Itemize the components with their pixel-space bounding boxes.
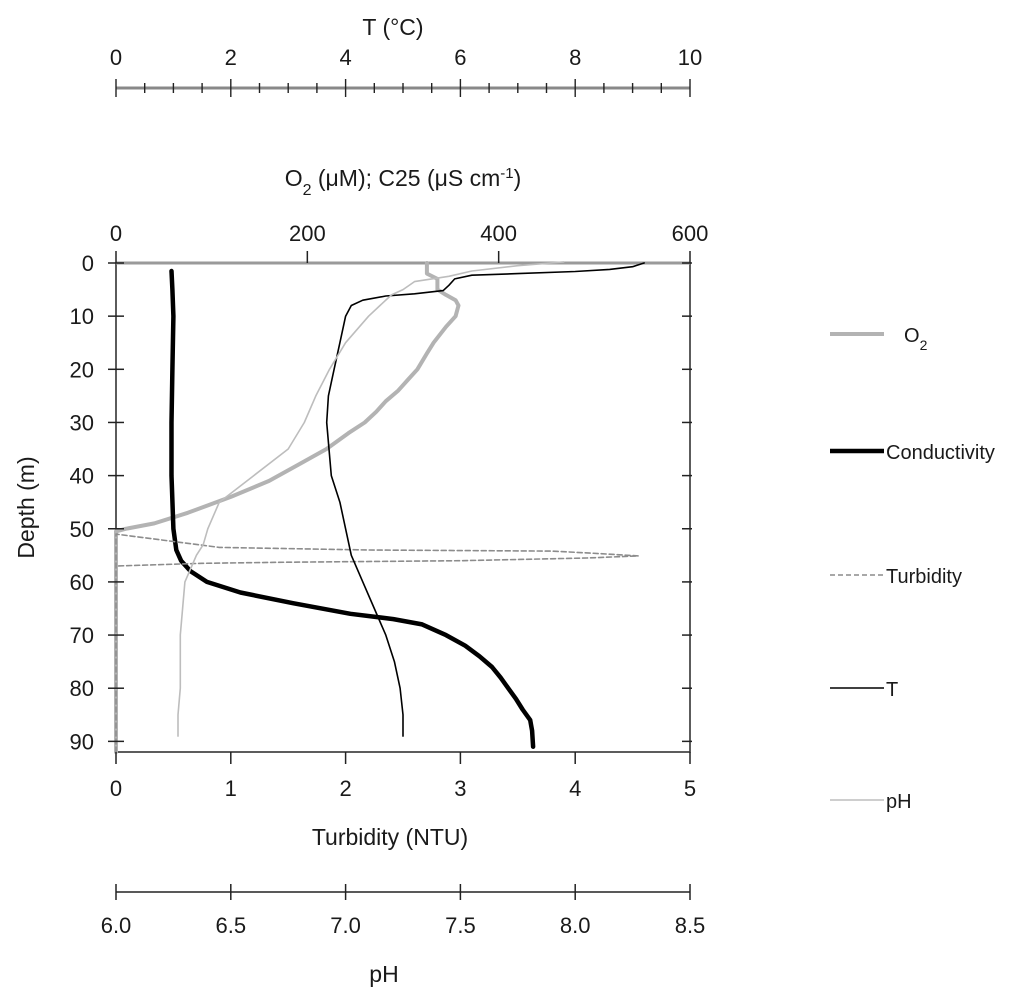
o2-axis-title-part: (μM); C25 (μS cm (311, 165, 500, 191)
depth-tick-label: 0 (82, 251, 94, 276)
legend-label-part: O (904, 325, 920, 347)
depth-axis-title: Depth (m) (13, 456, 39, 558)
o2-axis-title: O2 (μM); C25 (μS cm-1) (285, 165, 522, 199)
turbidity-tick-label: 0 (110, 776, 122, 801)
data-series (114, 261, 645, 754)
temperature-tick-label: 2 (225, 45, 237, 70)
depth-tick-label: 90 (70, 729, 94, 754)
turbidity-tick-label: 2 (339, 776, 351, 801)
turbidity-tick-label: 4 (569, 776, 581, 801)
series-line-ph (177, 261, 565, 737)
legend: O2 Conductivity Turbidity TpH (830, 325, 995, 813)
o2-axis-title-part: 2 (303, 182, 312, 199)
legend-label-conductivity: Conductivity (886, 442, 995, 464)
temperature-tick-label: 8 (569, 45, 581, 70)
depth-tick-label: 10 (70, 304, 94, 329)
depth-tick-label: 70 (70, 623, 94, 648)
o2-tick-label: 0 (110, 221, 122, 246)
depth-tick-label: 50 (70, 517, 94, 542)
turbidity-tick-label: 3 (454, 776, 466, 801)
ph-tick-label: 6.0 (101, 913, 132, 938)
legend-label-turbidity: Turbidity (886, 566, 962, 588)
ph-tick-label: 7.5 (445, 913, 476, 938)
series-line-o2 (114, 261, 461, 754)
o2-tick-label: 600 (672, 221, 709, 246)
depth-tick-label: 40 (70, 464, 94, 489)
legend-label-part: pH (886, 791, 912, 813)
depth-tick-label: 80 (70, 676, 94, 701)
o2-axis-title-part: O (285, 165, 303, 191)
plot-area (115, 261, 691, 753)
ph-tick-label: 8.5 (675, 913, 706, 938)
legend-label-part: Turbidity (886, 566, 962, 588)
legend-label-part: T (886, 679, 898, 701)
o2-axis-title-part: -1 (500, 165, 513, 182)
o2-tick-label: 200 (289, 221, 326, 246)
temperature-tick-label: 0 (110, 45, 122, 70)
legend-label-part: 2 (920, 337, 928, 353)
depth-tick-label: 30 (70, 410, 94, 435)
legend-label-t: T (886, 679, 898, 701)
temperature-tick-label: 10 (678, 45, 702, 70)
series-line-conductivity (169, 268, 536, 749)
legend-label-ph: pH (886, 791, 912, 813)
turbidity-tick-label: 1 (225, 776, 237, 801)
depth-tick-label: 20 (70, 357, 94, 382)
turbidity-tick-label: 5 (684, 776, 696, 801)
ph-tick-label: 6.5 (216, 913, 247, 938)
o2-axis-title-part: ) (514, 165, 522, 191)
ph-tick-label: 7.0 (330, 913, 361, 938)
legend-label-o2: O2 (904, 325, 928, 353)
o2-tick-label: 400 (480, 221, 517, 246)
temperature-axis-title: T (°C) (362, 14, 423, 40)
series-line-turbidity (115, 533, 640, 753)
temperature-tick-label: 4 (339, 45, 351, 70)
series-line-t (325, 262, 645, 737)
depth-tick-label: 60 (70, 570, 94, 595)
temperature-tick-label: 6 (454, 45, 466, 70)
legend-label-part: Conductivity (886, 442, 995, 464)
turbidity-axis-title: Turbidity (NTU) (312, 824, 468, 850)
ph-tick-label: 8.0 (560, 913, 591, 938)
ph-axis-title: pH (369, 961, 398, 987)
